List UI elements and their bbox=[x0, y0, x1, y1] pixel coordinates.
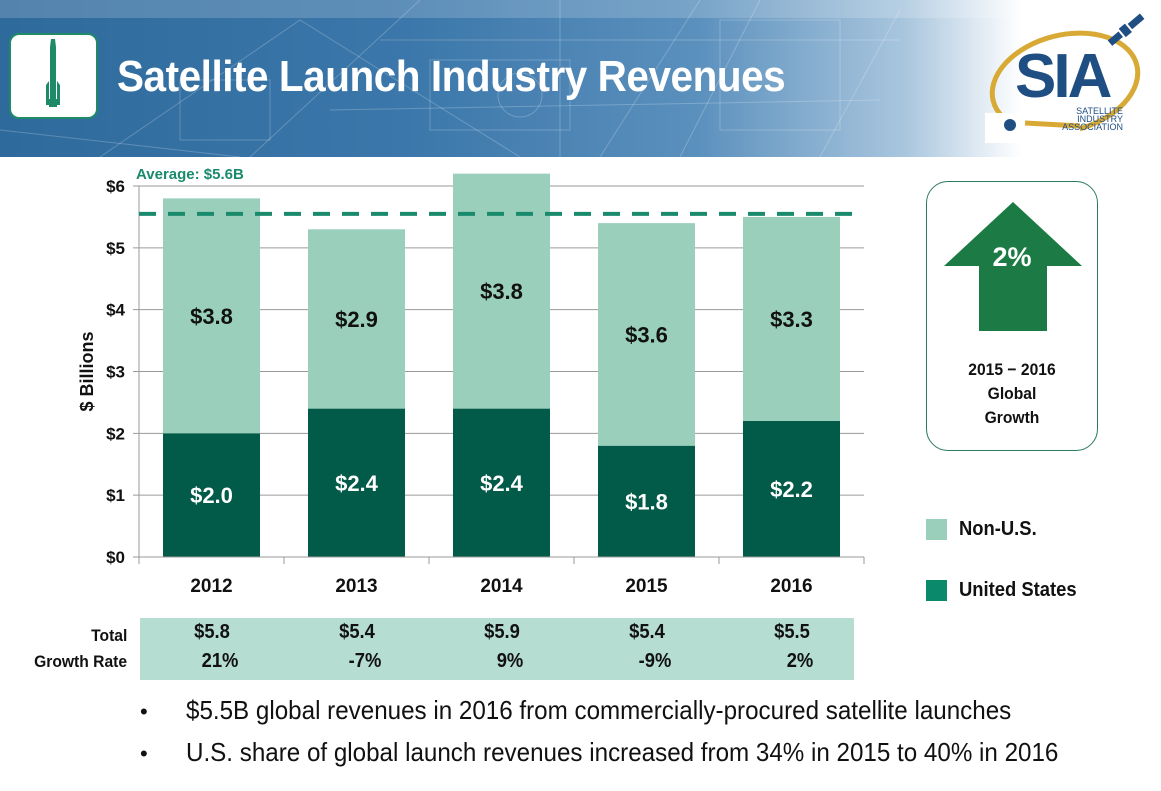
bullet-text: U.S. share of global launch revenues inc… bbox=[186, 737, 1059, 767]
growth-caption-line: Global bbox=[987, 384, 1037, 403]
growth-cell: -9% bbox=[638, 650, 671, 672]
y-axis-ticks: $0 $1 $2 $3 $4 $5 $6 bbox=[106, 177, 125, 567]
x-tick-label: 2016 bbox=[770, 576, 812, 597]
logo-text: SIA bbox=[1015, 42, 1112, 111]
data-label: $3.3 bbox=[770, 307, 813, 332]
legend-label: Non-U.S. bbox=[959, 518, 1037, 540]
header-band bbox=[0, 0, 1161, 18]
y-tick-label: $1 bbox=[106, 486, 125, 505]
up-arrow-icon bbox=[944, 202, 1082, 331]
logo-subtitle-2: INDUSTRY bbox=[1077, 114, 1123, 124]
growth-cell: 21% bbox=[201, 650, 238, 672]
bullet-item: • $5.5B global revenues in 2016 from comm… bbox=[140, 695, 1124, 737]
row-label-total: Total bbox=[90, 626, 127, 645]
y-tick-label: $6 bbox=[106, 177, 125, 196]
data-label: $2.4 bbox=[335, 471, 379, 496]
y-tick-label: $5 bbox=[106, 239, 125, 258]
sia-logo: SIA SATELLITE INDUSTRY ASSOCIATION bbox=[985, 13, 1145, 143]
x-axis: 2012 2013 2014 2015 2016 bbox=[138, 556, 865, 597]
revenue-chart: $0$1$2$3$4$5$6 $2.0$3.8$2.4$2.9$2.4$3.8$… bbox=[77, 166, 865, 597]
y-tick-label: $3 bbox=[106, 363, 125, 382]
data-label: $3.6 bbox=[625, 322, 668, 347]
growth-cell: 9% bbox=[496, 650, 523, 672]
data-label: $2.2 bbox=[770, 477, 813, 502]
totals-table bbox=[140, 618, 854, 680]
bullet-text: $5.5B global revenues in 2016 from comme… bbox=[186, 695, 1012, 725]
y-tick-label: $0 bbox=[106, 548, 125, 567]
data-label: $2.0 bbox=[190, 483, 233, 508]
page-title: Satellite Launch Industry Revenues bbox=[117, 52, 786, 101]
y-tick-label: $2 bbox=[106, 424, 125, 443]
bullet-dot: • bbox=[140, 699, 148, 724]
growth-callout: 2% 2015 − 2016 Global Growth bbox=[926, 181, 1098, 451]
data-label: $2.4 bbox=[480, 471, 524, 496]
bullet-item: • U.S. share of global launch revenues in… bbox=[140, 737, 1124, 779]
data-label: $3.8 bbox=[480, 279, 523, 304]
bar-united-states bbox=[743, 420, 840, 557]
total-cell: $5.9 bbox=[483, 621, 520, 643]
data-label: $2.9 bbox=[335, 307, 378, 332]
total-cell: $5.4 bbox=[628, 621, 665, 643]
bar-united-states bbox=[308, 408, 405, 557]
legend-swatch-united-states bbox=[926, 580, 947, 601]
growth-cell: 2% bbox=[786, 650, 813, 672]
legend-item-united-states: United States bbox=[926, 579, 1087, 602]
bullet-dot: • bbox=[140, 741, 148, 766]
x-tick-label: 2014 bbox=[480, 576, 523, 597]
bar-united-states bbox=[453, 408, 550, 557]
row-label-growth: Growth Rate bbox=[34, 652, 127, 671]
bar-non-us bbox=[743, 216, 840, 421]
average-label: Average: $5.6B bbox=[136, 166, 244, 183]
bar-united-states bbox=[598, 445, 695, 557]
bullet-list: • $5.5B global revenues in 2016 from comm… bbox=[140, 695, 1124, 779]
logo-subtitle-3: ASSOCIATION bbox=[1062, 122, 1123, 132]
bar-non-us bbox=[308, 229, 405, 409]
growth-caption-line: Growth bbox=[984, 408, 1040, 427]
blueprint-pattern bbox=[0, 0, 901, 157]
bar-united-states bbox=[163, 433, 260, 557]
growth-value: 2% bbox=[992, 242, 1032, 272]
x-tick-label: 2015 bbox=[625, 576, 668, 597]
y-tick-label: $4 bbox=[106, 301, 125, 320]
rocket-icon bbox=[46, 39, 60, 107]
legend-item-non-us: Non-U.S. bbox=[926, 518, 1043, 541]
total-cell: $5.4 bbox=[338, 621, 375, 643]
total-cell: $5.8 bbox=[193, 621, 230, 643]
legend-swatch-non-us bbox=[926, 519, 947, 540]
satellite-icon bbox=[1107, 13, 1145, 46]
rocket-logo-tile bbox=[9, 33, 98, 119]
legend-label: United States bbox=[959, 579, 1077, 601]
y-axis-label: $ Billions bbox=[77, 331, 97, 411]
total-cell: $5.5 bbox=[773, 621, 810, 643]
logo-subtitle-1: SATELLITE bbox=[1076, 106, 1123, 116]
data-label: $3.8 bbox=[190, 304, 233, 329]
bar-non-us bbox=[598, 223, 695, 446]
dish-icon bbox=[1004, 119, 1016, 131]
growth-cell: -7% bbox=[348, 650, 381, 672]
data-label: $1.8 bbox=[625, 489, 668, 514]
bars: $2.0 $3.8 $2.4 $2.9 $2.4 $3.8 $1.8 $3.6 $2.2 $3.3 bbox=[163, 173, 840, 557]
x-tick-label: 2013 bbox=[335, 576, 377, 597]
growth-caption-line: 2015 − 2016 bbox=[968, 360, 1056, 379]
bar-non-us bbox=[163, 198, 260, 434]
header-banner: Satellite Launch Industry Revenues SIA S… bbox=[0, 0, 1161, 157]
growth-caption: 2015 − 2016 Global Growth bbox=[934, 358, 1090, 430]
x-tick-label: 2012 bbox=[190, 576, 232, 597]
